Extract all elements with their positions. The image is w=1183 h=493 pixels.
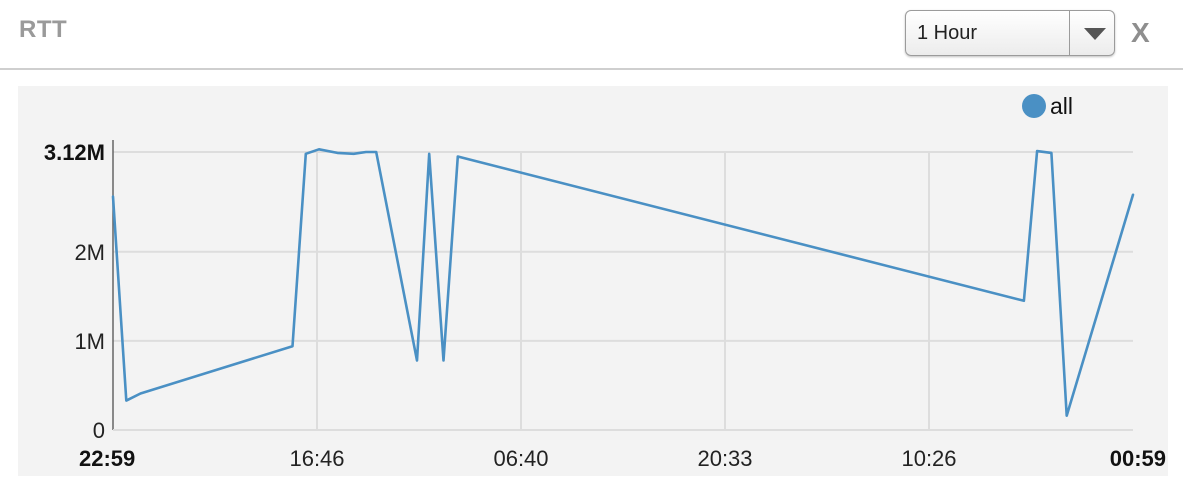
y-tick-label: 3.12M: [44, 140, 105, 165]
y-tick-label: 1M: [74, 329, 105, 354]
series-line-all: [111, 148, 1135, 418]
time-range-select[interactable]: 1 Hour: [905, 10, 1115, 56]
x-tick-label: 16:46: [289, 446, 344, 471]
x-tick-label: 10:26: [901, 446, 956, 471]
x-tick-label: 06:40: [493, 446, 548, 471]
legend-marker: [1022, 94, 1046, 118]
x-tick-label: 00:59: [1110, 446, 1166, 471]
header-divider: [0, 68, 1183, 70]
x-tick-label: 20:33: [697, 446, 752, 471]
y-tick-label: 2M: [74, 240, 105, 265]
time-range-value: 1 Hour: [917, 22, 978, 44]
x-tick-label: 22:59: [79, 446, 135, 471]
legend-label: all: [1050, 93, 1073, 119]
select-divider: [1069, 11, 1070, 55]
y-tick-label: 0: [93, 418, 105, 443]
widget-title: RTT: [19, 16, 68, 43]
chevron-down-icon[interactable]: [1084, 28, 1106, 40]
widget-header: RTT 1 Hour X: [0, 0, 1183, 68]
close-button[interactable]: X: [1131, 17, 1150, 48]
